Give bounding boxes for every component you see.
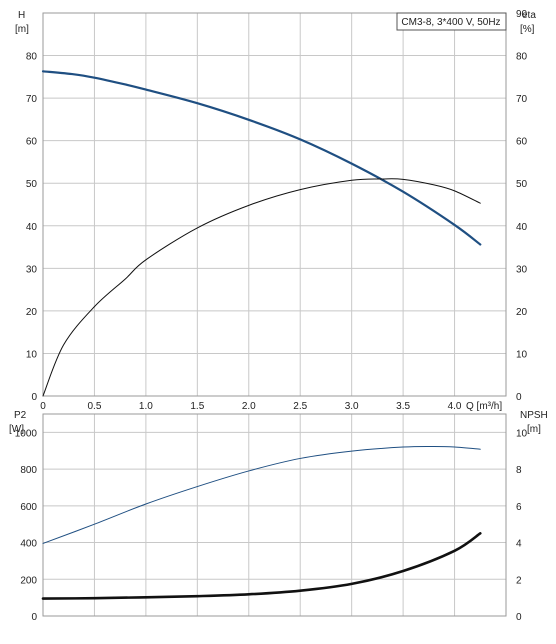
right-axis-tick-label: 60 [516,137,528,148]
left-axis-tick-label: 80 [26,52,38,63]
right-axis-tick-label: 70 [516,94,528,105]
series-line-0-1 [42,178,481,397]
x-axis-tick-label: 1.5 [190,401,204,412]
right-axis-unit: [m] [527,424,541,435]
right-axis-tick-label: 10 [516,428,528,439]
x-axis-tick-label: 3.0 [345,401,359,412]
right-axis-tick-label: 6 [516,502,522,513]
left-axis-title: P2 [14,410,27,421]
x-axis-tick-label: 0.5 [87,401,101,412]
right-axis-tick-label: 30 [516,264,528,275]
left-axis-unit: [W] [9,424,24,435]
right-axis-tick-label: 4 [516,539,522,550]
x-axis-tick-label: 2.0 [242,401,256,412]
plot-frame [42,413,507,617]
legend-box [396,12,507,31]
left-axis-tick-label: 1000 [15,428,38,439]
series-line-1-0 [42,445,481,544]
left-axis-tick-label: 400 [20,539,37,550]
right-axis-tick-label: 20 [516,307,528,318]
left-axis-tick-label: 0 [31,612,37,623]
x-axis-tick-label: 0 [40,401,46,412]
x-axis-tick-label: 1.0 [139,401,153,412]
x-axis-tick-label: 2.5 [293,401,307,412]
left-axis-tick-label: 50 [26,179,38,190]
right-axis-tick-label: 0 [516,392,522,403]
x-axis-title: Q [m³/h] [466,401,502,412]
left-axis-tick-label: 200 [20,575,37,586]
left-axis-tick-label: 800 [20,465,37,476]
right-axis-tick-label: 80 [516,52,528,63]
left-axis-tick-label: 600 [20,502,37,513]
left-axis-tick-label: 10 [26,349,38,360]
legend-text: CM3-8, 3*400 V, 50Hz [401,17,500,28]
left-axis-tick-label: 30 [26,264,38,275]
left-axis-tick-label: 40 [26,222,38,233]
series-line-0-0 [41,70,482,246]
left-axis-unit: [m] [15,24,29,35]
right-axis-tick-label: 10 [516,349,528,360]
right-axis-tick-label: 90 [516,9,528,20]
left-axis-tick-label: 20 [26,307,38,318]
right-axis-tick-label: 40 [516,222,528,233]
left-axis-title: H [18,10,25,21]
right-axis-tick-label: 0 [516,612,522,623]
plot-frame [42,12,507,397]
right-axis-unit: [%] [520,24,535,35]
x-axis-tick-label: 3.5 [396,401,410,412]
right-axis-tick-label: 2 [516,575,522,586]
series-line-1-1 [41,532,482,600]
right-axis-tick-label: 50 [516,179,528,190]
x-axis-tick-label: 4.0 [448,401,462,412]
right-axis-title: eta [522,10,536,21]
left-axis-tick-label: 60 [26,137,38,148]
right-axis-tick-label: 8 [516,465,522,476]
left-axis-tick-label: 70 [26,94,38,105]
left-axis-tick-label: 0 [31,392,37,403]
right-axis-title: NPSH [520,410,548,421]
